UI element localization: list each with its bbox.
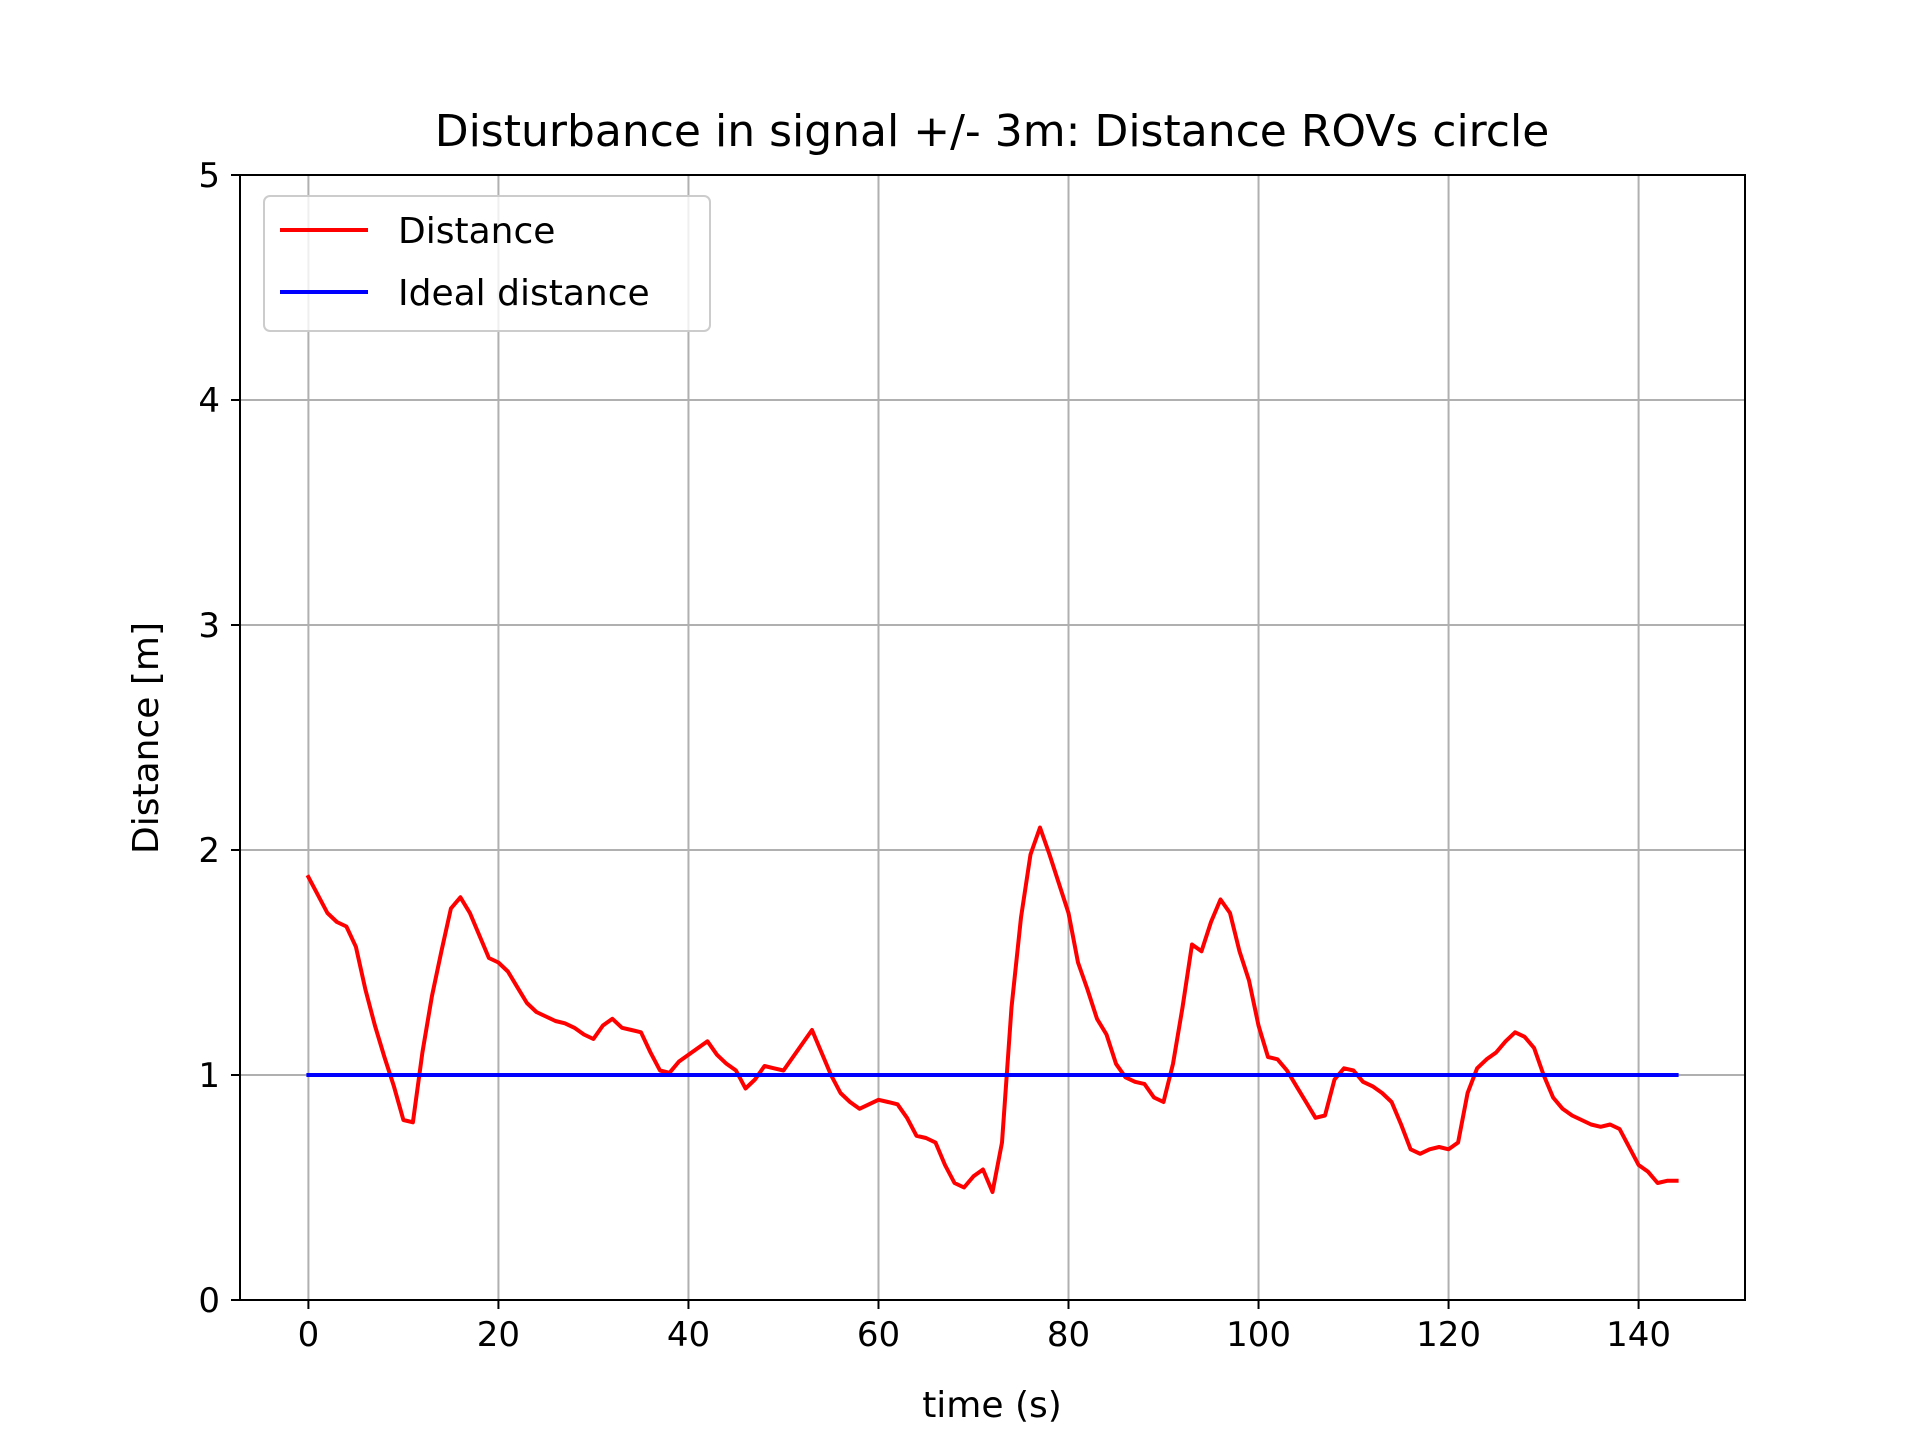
x-tick-label: 140 — [1606, 1315, 1671, 1355]
y-tick-label: 0 — [198, 1281, 220, 1321]
x-tick-label: 80 — [1047, 1315, 1090, 1355]
x-tick-label: 40 — [667, 1315, 710, 1355]
x-tick-label: 20 — [477, 1315, 520, 1355]
y-tick-label: 2 — [198, 831, 220, 871]
y-tick-label: 1 — [198, 1056, 220, 1096]
legend-box — [263, 195, 711, 332]
x-tick-label: 120 — [1416, 1315, 1481, 1355]
legend: Distance Ideal distance — [263, 195, 711, 332]
x-axis-label: time (s) — [922, 1385, 1062, 1426]
chart-title: Disturbance in signal +/- 3m: Distance R… — [435, 106, 1550, 157]
y-axis-label: Distance [m] — [126, 622, 167, 854]
x-tick-label: 0 — [298, 1315, 320, 1355]
x-tick-label: 60 — [857, 1315, 900, 1355]
legend-label-distance: Distance — [398, 211, 555, 252]
plot-area-frame — [239, 174, 1746, 1301]
axis-ticks: 0 20 40 60 80 100 120 140 0 1 2 3 4 5 — [198, 156, 1671, 1355]
x-tick-label: 100 — [1226, 1315, 1291, 1355]
y-tick-label: 3 — [198, 606, 220, 646]
plot-series — [305, 825, 1679, 1194]
legend-label-ideal-distance: Ideal distance — [398, 273, 650, 314]
series-line-distance — [305, 825, 1679, 1194]
y-tick-label: 4 — [198, 381, 220, 421]
y-tick-label: 5 — [198, 156, 220, 196]
grid-lines — [240, 174, 1745, 1301]
